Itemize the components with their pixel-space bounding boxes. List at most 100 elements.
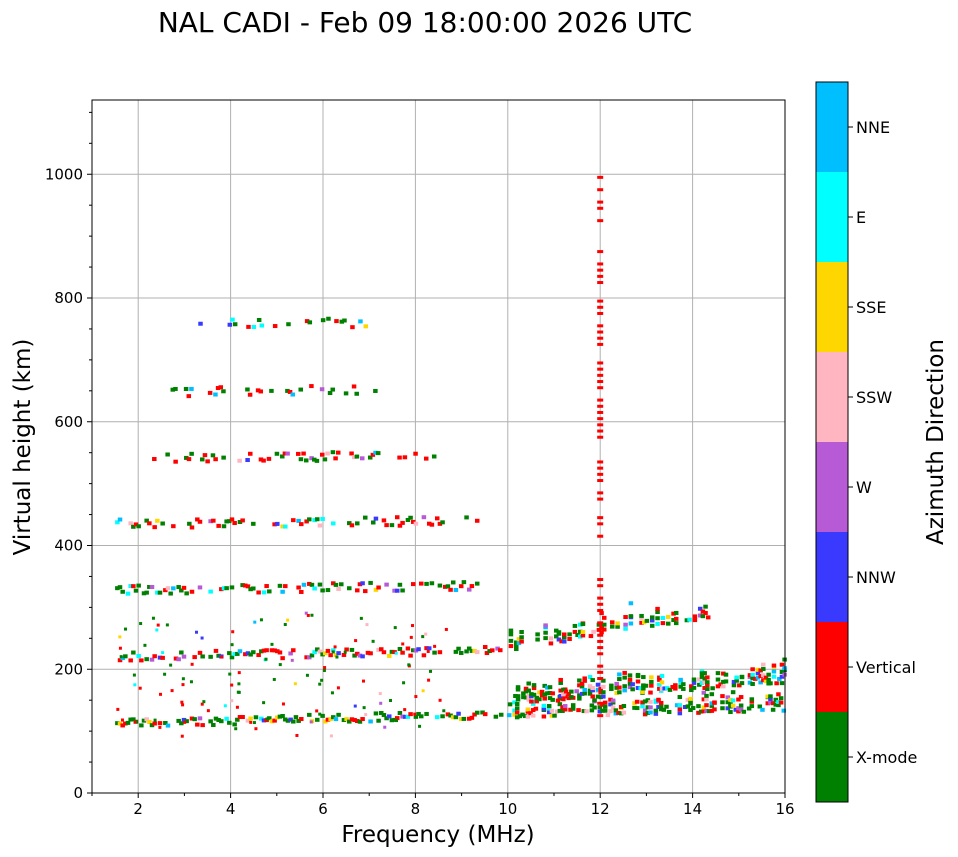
y-tick-label: 0 [73, 784, 83, 802]
echo-point [341, 652, 347, 657]
echo-point [697, 677, 702, 682]
echo-point [295, 733, 299, 737]
echo-point [414, 695, 418, 699]
echo-point [304, 611, 308, 615]
echo-point [597, 709, 603, 714]
echo-point [339, 319, 345, 324]
echo-point [730, 703, 736, 708]
spike-point [597, 578, 604, 582]
echo-point [778, 700, 784, 705]
echo-point [307, 712, 312, 717]
echo-point [681, 686, 686, 691]
echo-point [151, 616, 155, 620]
echo-point [618, 711, 624, 716]
echo-point [389, 718, 395, 723]
echo-point [310, 613, 314, 617]
echo-point [440, 714, 445, 719]
echo-point [558, 688, 563, 693]
echo-point [315, 647, 320, 652]
echo-point [144, 590, 149, 595]
echo-point [118, 646, 122, 650]
echo-point [342, 318, 347, 323]
y-tick-label: 1000 [45, 165, 83, 183]
echo-point [392, 588, 397, 593]
echo-point [580, 630, 586, 635]
echo-point [514, 715, 520, 720]
echo-point [331, 581, 336, 586]
y-tick-label: 400 [54, 537, 83, 555]
echo-point [277, 583, 283, 588]
spike-point [597, 479, 604, 483]
echo-point [192, 655, 197, 660]
echo-point [658, 707, 664, 712]
echo-point [709, 701, 715, 706]
echo-point [560, 705, 565, 710]
echo-point [334, 319, 339, 324]
echo-point [763, 679, 769, 684]
echo-point [227, 720, 232, 725]
echo-point [173, 386, 178, 391]
echo-point [659, 673, 665, 678]
echo-point [520, 712, 525, 717]
echo-point [395, 588, 400, 593]
echo-point [433, 644, 437, 648]
echo-point [635, 679, 641, 684]
echo-point [170, 689, 174, 693]
echo-point [291, 719, 296, 724]
echo-point [254, 727, 258, 731]
spike-point [597, 534, 604, 538]
echo-point [728, 710, 733, 715]
spike-point [597, 701, 604, 705]
echo-point [609, 687, 614, 692]
echo-point [318, 682, 322, 686]
echo-point [655, 621, 660, 626]
echo-point [258, 389, 264, 394]
echo-point [770, 707, 776, 712]
x-tick-label: 6 [318, 800, 328, 818]
echo-point [330, 387, 335, 392]
echo-point [747, 680, 753, 685]
echo-point [224, 586, 229, 591]
echo-point [723, 679, 729, 684]
echo-point [336, 651, 341, 656]
echo-point [760, 707, 765, 712]
echo-point [213, 716, 219, 721]
echo-point [550, 697, 555, 702]
echo-point [176, 657, 181, 662]
echo-point [117, 721, 123, 726]
echo-point [208, 589, 213, 594]
echo-point [392, 650, 397, 655]
echo-point [720, 706, 725, 711]
echo-point [577, 693, 582, 698]
echo-point [275, 715, 280, 720]
echo-point [630, 682, 635, 687]
echo-point [230, 683, 234, 687]
echo-point [424, 646, 429, 651]
plot-frame [91, 99, 786, 794]
echo-point [272, 324, 278, 329]
spike-point [597, 268, 604, 272]
echo-point [641, 683, 646, 688]
echo-point [547, 685, 553, 690]
echo-point [304, 319, 310, 324]
echo-point [513, 694, 518, 699]
echo-point [598, 690, 603, 695]
echo-point [376, 647, 381, 652]
echo-point [736, 706, 741, 711]
echo-point [543, 636, 548, 641]
echo-point [728, 704, 733, 709]
echo-point [599, 630, 604, 635]
echo-point [609, 620, 615, 625]
echo-point [421, 635, 425, 639]
echo-point [195, 722, 200, 727]
echo-point [512, 708, 517, 713]
echo-point [368, 719, 373, 724]
echo-point [136, 524, 141, 529]
echo-point [424, 711, 429, 716]
echo-point [139, 658, 144, 663]
echo-point [280, 714, 285, 719]
echo-point [183, 720, 187, 724]
echo-point [328, 653, 333, 658]
echo-point [389, 649, 395, 654]
x-tick-label: 8 [411, 800, 421, 818]
